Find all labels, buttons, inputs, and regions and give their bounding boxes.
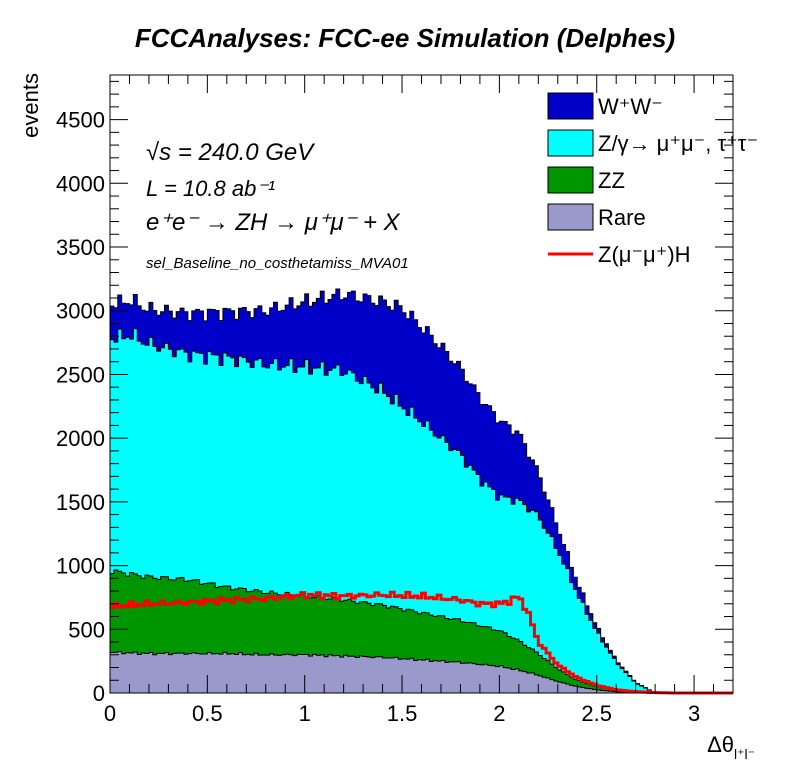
legend-w-w--swatch <box>547 92 594 120</box>
x-tick-label: 0 <box>104 701 116 726</box>
annotation-selection: sel_Baseline_no_costhetamiss_MVA01 <box>146 255 409 272</box>
legend-w-w--label: W⁺W⁻ <box>598 94 663 119</box>
x-tick-label: 3 <box>688 701 700 726</box>
legend-zz-label: ZZ <box>598 168 625 193</box>
y-tick-label: 3000 <box>56 299 105 324</box>
y-tick-label: 0 <box>93 681 105 706</box>
y-tick-label: 1000 <box>56 554 105 579</box>
y-tick-label: 1500 <box>56 490 105 515</box>
y-tick-label: 4500 <box>56 108 105 133</box>
legend-rare-label: Rare <box>598 205 646 230</box>
y-tick-label: 4000 <box>56 171 105 196</box>
legend-zz-swatch <box>547 166 594 194</box>
annotation-block: √s = 240.0 GeV L = 10.8 ab⁻¹ e⁺e⁻ → ZH →… <box>146 139 409 272</box>
histogram-rare <box>109 651 733 694</box>
y-tick-label: 500 <box>68 617 105 642</box>
x-tick-label: 1.5 <box>387 701 418 726</box>
signal-line <box>110 590 733 695</box>
x-tick-label: 2 <box>493 701 505 726</box>
legend: W⁺W⁻ Z/γ→ μ⁺μ⁻, τ⁺τ⁻ ZZ Rare Z(μ⁻μ⁺)H <box>547 92 758 267</box>
chart-title: FCCAnalyses: FCC-ee Simulation (Delphes) <box>135 23 675 53</box>
y-axis-label: events <box>18 73 43 138</box>
signal-line-layer <box>110 590 733 695</box>
legend-z--label: Z/γ→ μ⁺μ⁻, τ⁺τ⁻ <box>598 131 758 156</box>
axes: 0 0.5 1 1.5 2 2.5 3 0 500 1000 1500 2000 2500 3000 350… <box>56 74 734 726</box>
annotation-lumi: L = 10.8 ab⁻¹ <box>146 176 275 201</box>
y-tick-label: 2000 <box>56 426 105 451</box>
legend-z--swatch <box>547 129 594 157</box>
x-tick-label: 2.5 <box>581 701 612 726</box>
x-tick-label: 1 <box>299 701 311 726</box>
y-tick-label: 3500 <box>56 235 105 260</box>
legend-z-h-label: Z(μ⁻μ⁺)H <box>598 242 691 267</box>
annotation-energy: √s = 240.0 GeV <box>146 139 315 166</box>
annotation-process: e⁺e⁻ → ZH → μ⁺μ⁻ + X <box>146 209 401 236</box>
legend-rare-swatch <box>547 203 594 231</box>
x-tick-label: 0.5 <box>192 701 223 726</box>
y-tick-label: 2500 <box>56 362 105 387</box>
